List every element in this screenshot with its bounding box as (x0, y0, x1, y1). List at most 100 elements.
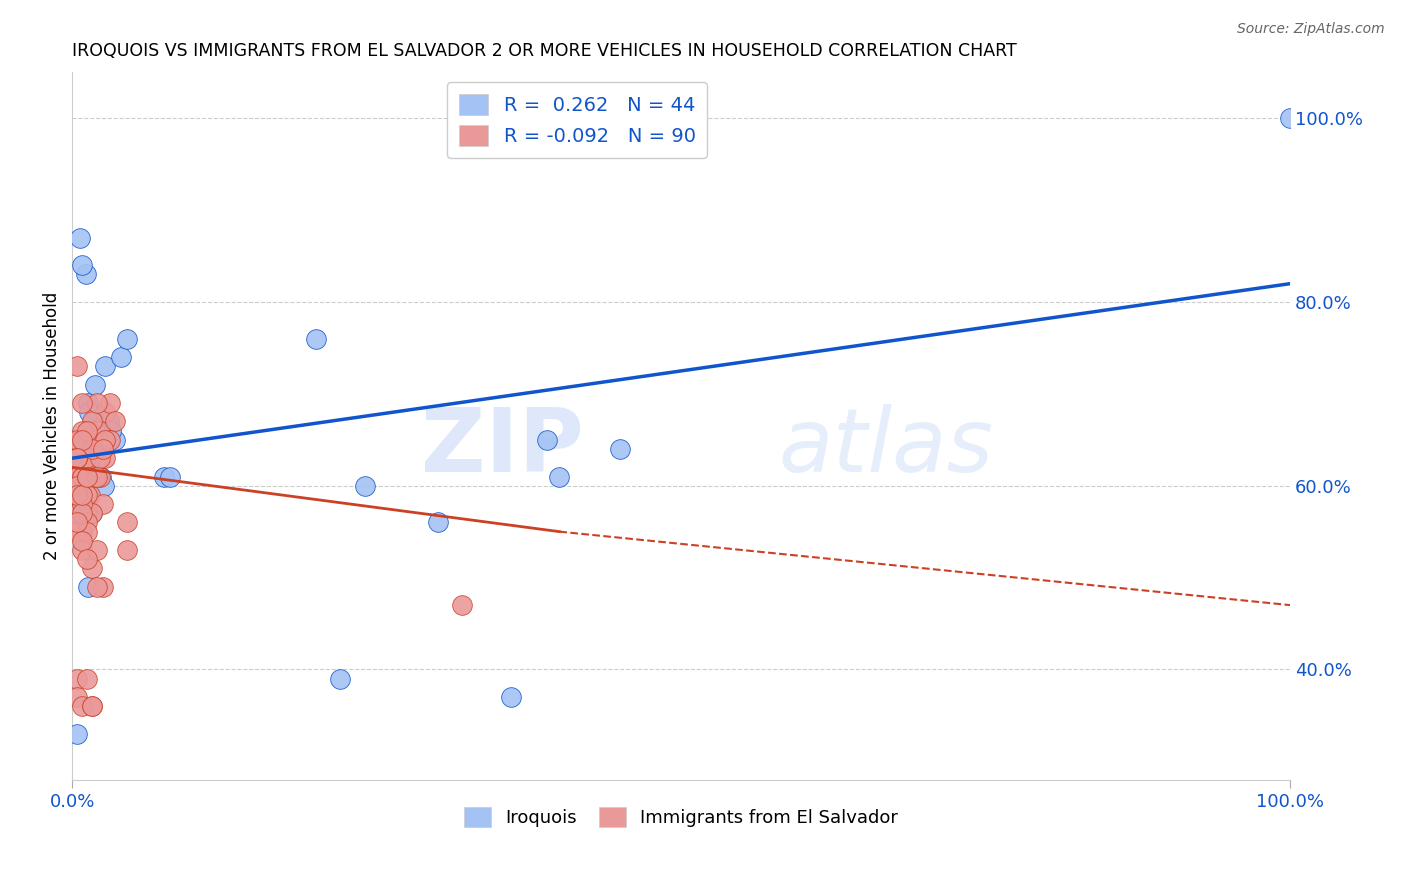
Point (70, 488, 93, 502)
Point (66, 451, 89, 466)
Point (110, 350, 132, 364)
Point (70, 424, 93, 438)
Point (97, 414, 120, 428)
Point (65, 469, 87, 483)
Point (65, 488, 87, 502)
Point (66, 479, 89, 493)
Text: IROQUOIS VS IMMIGRANTS FROM EL SALVADOR 2 OR MORE VEHICLES IN HOUSEHOLD CORRELAT: IROQUOIS VS IMMIGRANTS FROM EL SALVADOR … (72, 42, 1017, 60)
Point (76, 516, 98, 530)
Point (76, 469, 98, 483)
Point (80, 561, 103, 575)
Point (80, 414, 103, 428)
Y-axis label: 2 or more Vehicles in Household: 2 or more Vehicles in Household (44, 292, 60, 560)
Point (70, 699, 93, 714)
Point (75, 451, 97, 466)
Point (75, 433, 97, 447)
Point (536, 433, 558, 447)
Point (1279, 112, 1302, 126)
Point (87, 433, 110, 447)
Point (76, 488, 98, 502)
Point (70, 469, 93, 483)
Point (76, 451, 98, 466)
Point (77, 405, 100, 419)
Point (66, 451, 89, 466)
Point (70, 533, 93, 548)
Point (72, 497, 94, 511)
Point (70, 433, 93, 447)
Point (96, 424, 118, 438)
Point (80, 506, 103, 520)
Point (70, 469, 93, 483)
Point (80, 506, 103, 520)
Point (93, 479, 115, 493)
Point (104, 414, 127, 428)
Point (69, 433, 91, 447)
Point (70, 396, 93, 410)
Point (66, 451, 89, 466)
Point (79, 451, 101, 466)
Point (89, 433, 111, 447)
Point (75, 268, 97, 282)
Point (79, 488, 101, 502)
Point (66, 451, 89, 466)
Point (353, 479, 375, 493)
Point (87, 442, 110, 456)
Point (66, 488, 89, 502)
Point (100, 424, 122, 438)
Point (84, 469, 107, 483)
Point (86, 580, 108, 594)
Point (79, 424, 101, 438)
Point (80, 442, 103, 456)
Point (76, 451, 98, 466)
Point (94, 405, 117, 419)
Point (76, 506, 98, 520)
Point (77, 396, 100, 410)
Point (75, 469, 97, 483)
Point (98, 396, 121, 410)
Point (70, 469, 93, 483)
Point (609, 442, 631, 456)
Point (70, 506, 93, 520)
Point (66, 690, 89, 704)
Point (86, 396, 108, 410)
Point (80, 699, 103, 714)
Point (70, 488, 93, 502)
Point (76, 552, 98, 566)
Point (66, 488, 89, 502)
Point (70, 524, 93, 539)
Point (67, 451, 90, 466)
Point (66, 516, 89, 530)
Point (70, 433, 93, 447)
Point (70, 258, 93, 272)
Point (87, 451, 110, 466)
Legend: Iroquois, Immigrants from El Salvador: Iroquois, Immigrants from El Salvador (457, 800, 905, 834)
Point (66, 506, 89, 520)
Point (90, 469, 112, 483)
Point (76, 424, 98, 438)
Point (86, 543, 108, 558)
Point (94, 433, 117, 447)
Point (91, 580, 114, 594)
Point (86, 469, 108, 483)
Point (79, 442, 101, 456)
Point (69, 488, 91, 502)
Point (152, 469, 174, 483)
Point (69, 231, 91, 245)
Point (98, 433, 121, 447)
Point (84, 424, 107, 438)
Point (76, 451, 98, 466)
Point (70, 497, 93, 511)
Point (76, 469, 98, 483)
Point (84, 451, 107, 466)
Point (69, 451, 91, 466)
Point (66, 451, 89, 466)
Point (94, 359, 117, 374)
Point (91, 497, 114, 511)
Point (305, 332, 328, 346)
Point (75, 469, 97, 483)
Point (66, 672, 89, 686)
Point (66, 359, 89, 374)
Point (66, 469, 89, 483)
Point (451, 598, 474, 612)
Point (65, 488, 87, 502)
